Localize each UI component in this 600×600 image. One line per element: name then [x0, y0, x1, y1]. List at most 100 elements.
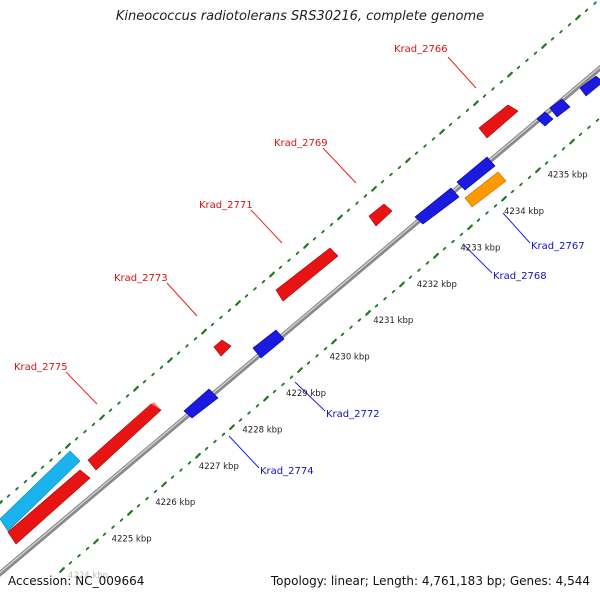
tick-label: 4232 kbp	[417, 280, 457, 290]
reverse-gene-labels: Krad_2767 Krad_2768 Krad_2772 Krad_2774	[260, 241, 585, 477]
track-dot	[442, 246, 447, 251]
gene-krad-2773[interactable]	[213, 339, 232, 357]
track-dot	[459, 232, 464, 237]
gene-krad-2769[interactable]	[368, 203, 393, 227]
track-dot	[457, 115, 461, 120]
track-dot	[380, 179, 385, 184]
track-dot	[499, 80, 504, 84]
tick-label: 4225 kbp	[112, 535, 152, 545]
track-dot	[0, 500, 3, 505]
gene-krad-2775[interactable]	[87, 403, 162, 471]
track-dot	[306, 361, 311, 365]
gene-reverse-right-3[interactable]	[579, 75, 600, 97]
accession-text: Accession: NC_009664	[8, 574, 145, 588]
track-dot	[417, 268, 421, 272]
track-dot	[221, 432, 226, 437]
tick-label: 4231 kbp	[373, 316, 413, 326]
track-dot	[15, 486, 19, 491]
track-dot	[525, 58, 529, 63]
gene-forward-left[interactable]	[7, 469, 91, 545]
gene-krad-2767[interactable]	[464, 171, 507, 208]
track-dot	[219, 315, 223, 320]
genome-axis	[0, 64, 600, 577]
gene-krad-2766[interactable]	[478, 104, 519, 139]
gene-reverse-right-2[interactable]	[549, 98, 571, 118]
track-dot	[83, 429, 87, 434]
label-krad-2769[interactable]: Krad_2769	[274, 138, 328, 149]
track-dot	[391, 289, 396, 294]
track-dot	[261, 279, 266, 284]
track-dot	[153, 489, 158, 494]
track-dot	[323, 346, 328, 351]
gene-krad-2771[interactable]	[275, 247, 339, 302]
track-dot	[431, 137, 436, 141]
track-dot	[91, 422, 96, 427]
track-dot	[578, 132, 583, 137]
callout-lines	[65, 56, 531, 469]
track-dot	[544, 161, 549, 165]
track-dot	[533, 51, 538, 55]
track-dot	[40, 465, 45, 470]
track-dot	[167, 357, 173, 364]
track-dot	[389, 172, 393, 177]
track-dot	[125, 394, 130, 398]
track-dot	[23, 479, 28, 484]
gene-reverse-right-1[interactable]	[536, 111, 554, 127]
track-dot	[85, 546, 90, 551]
track-dot	[465, 108, 470, 113]
label-krad-2774[interactable]: Krad_2774	[260, 466, 314, 477]
track-dot	[74, 436, 79, 441]
genome-axis-highlight	[0, 66, 600, 574]
label-krad-2772[interactable]: Krad_2772	[326, 409, 380, 420]
gene-krad-2768-a[interactable]	[414, 187, 460, 225]
gene-krad-2768-b[interactable]	[456, 156, 496, 191]
label-krad-2767[interactable]: Krad_2767	[531, 241, 585, 252]
gene-cyan[interactable]	[0, 450, 81, 532]
track-dot	[193, 337, 198, 341]
track-dot	[595, 118, 600, 122]
tick-label: 4228 kbp	[242, 425, 282, 435]
track-dot	[363, 194, 368, 198]
track-dot	[151, 372, 155, 377]
label-krad-2768[interactable]: Krad_2768	[493, 271, 547, 282]
track-dot	[383, 296, 387, 301]
track-dot	[312, 237, 317, 241]
track-dot	[77, 553, 81, 558]
genome-title: Kineococcus radiotolerans SRS30216, comp…	[115, 9, 485, 24]
track-dot	[195, 452, 201, 459]
gene-krad-2774[interactable]	[183, 388, 219, 419]
track-dot	[550, 37, 555, 41]
track-dot	[108, 408, 113, 412]
track-dot	[227, 308, 232, 312]
track-dot	[159, 365, 164, 370]
label-krad-2771[interactable]: Krad_2771	[199, 200, 253, 211]
track-dot	[117, 401, 121, 405]
track-dot	[297, 367, 303, 373]
label-krad-2766[interactable]: Krad_2766	[394, 44, 448, 55]
tick-label: 4226 kbp	[155, 498, 195, 508]
track-dot	[93, 538, 99, 545]
label-krad-2775[interactable]: Krad_2775	[14, 362, 68, 373]
gene-krad-2772[interactable]	[252, 329, 285, 359]
label-krad-2773[interactable]: Krad_2773	[114, 273, 168, 284]
track-dot	[371, 185, 377, 192]
track-dot	[278, 265, 283, 270]
track-dot	[365, 310, 371, 316]
track-dot	[425, 261, 430, 265]
track-dot	[414, 151, 419, 155]
track-dot	[185, 344, 189, 348]
track-dot	[467, 224, 473, 231]
track-dot	[68, 561, 73, 565]
tick-label: 4230 kbp	[330, 353, 370, 363]
track-dot	[535, 167, 541, 174]
track-dot	[349, 325, 353, 329]
track-dot	[355, 201, 359, 205]
track-dot	[145, 496, 149, 501]
track-dot	[170, 475, 175, 479]
upper-dotted-track	[0, 1, 597, 505]
track-dot	[176, 351, 181, 355]
lower-dotted-track	[59, 118, 600, 573]
track-dot	[49, 458, 53, 462]
track-dot	[229, 424, 235, 431]
